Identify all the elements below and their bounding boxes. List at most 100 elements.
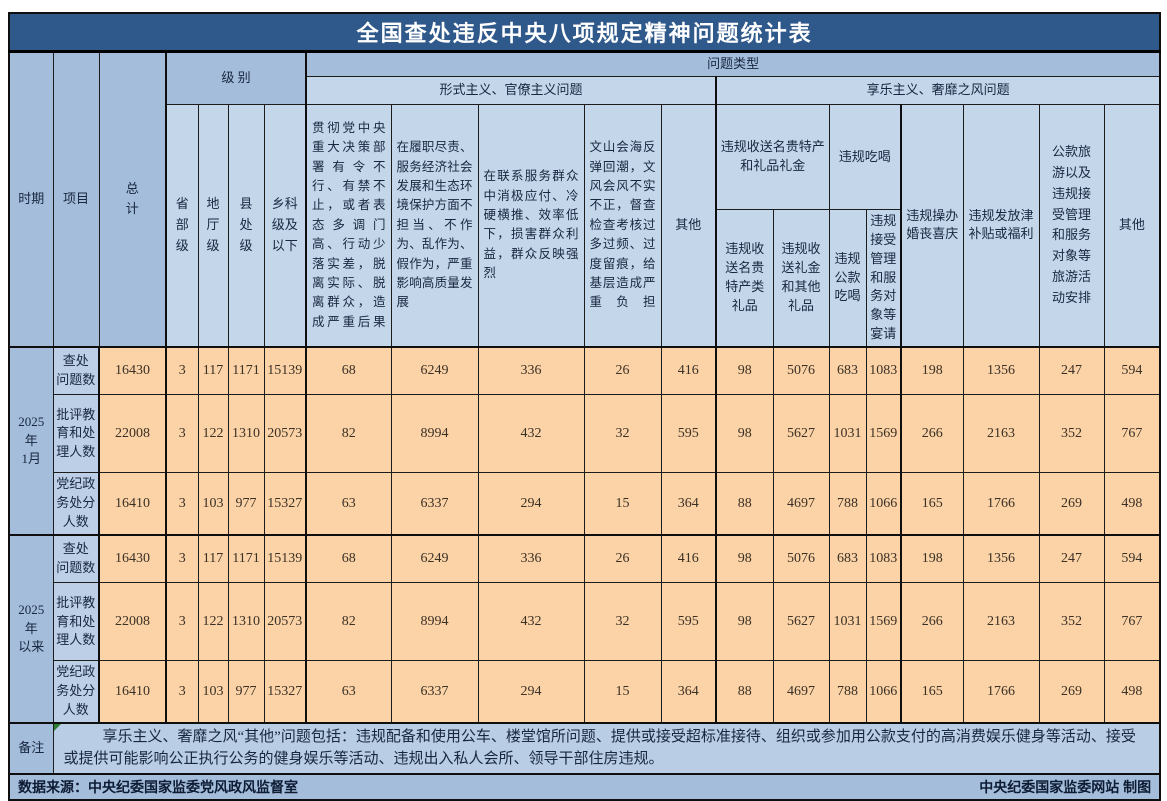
value-cell: 1569 bbox=[865, 394, 902, 474]
value-cell: 6337 bbox=[390, 660, 479, 724]
value-cell: 683 bbox=[828, 345, 867, 396]
value-cell: 165 bbox=[900, 472, 964, 536]
row-label: 批评教 育和处 理人数 bbox=[52, 582, 100, 662]
value-cell: 15327 bbox=[263, 472, 307, 536]
header-formalism-col-2: 在履职尽责、服务经济社会发展和生态环境保护方面不担当、不作为、乱作为、假作为，严… bbox=[390, 103, 479, 348]
header-level-col-province: 省部级 bbox=[165, 103, 199, 348]
level-col-label: 乡科级及以下 bbox=[271, 196, 298, 253]
value-cell: 117 bbox=[197, 345, 229, 396]
level-col-label: 省部级 bbox=[175, 196, 189, 253]
value-cell: 1083 bbox=[865, 345, 902, 396]
header-level-col-prefecture: 地厅级 bbox=[197, 103, 229, 348]
value-cell: 6249 bbox=[390, 533, 479, 584]
value-cell: 247 bbox=[1038, 533, 1105, 584]
header-level-group: 级 别 bbox=[165, 51, 307, 105]
value-cell: 122 bbox=[197, 582, 229, 662]
page-title: 全国查处违反中央八项规定精神问题统计表 bbox=[8, 12, 1161, 53]
excel-flag-triangle bbox=[54, 724, 61, 731]
period-cell: 2025年 以来 bbox=[8, 533, 54, 724]
value-cell: 165 bbox=[900, 660, 964, 724]
value-cell: 352 bbox=[1038, 394, 1105, 474]
header-hedonism-group: 享乐主义、奢靡之风问题 bbox=[715, 76, 1161, 105]
value-cell: 16410 bbox=[98, 660, 167, 724]
value-cell: 16430 bbox=[98, 345, 167, 396]
value-cell: 103 bbox=[197, 472, 229, 536]
value-cell: 1356 bbox=[962, 345, 1040, 396]
value-cell: 6249 bbox=[390, 345, 479, 396]
row-label: 查处 问题数 bbox=[52, 345, 100, 396]
value-cell: 498 bbox=[1103, 660, 1161, 724]
value-cell: 4697 bbox=[772, 472, 830, 536]
value-cell: 3 bbox=[165, 582, 199, 662]
header-formalism-col-4: 文山会海反弹回潮，文风会风不实不正，督查检查考核过多过频、过度留痕，给基层造成严… bbox=[583, 103, 662, 348]
header-gifts-col-cash: 违规收送礼金和其他礼品 bbox=[772, 208, 830, 348]
value-cell: 767 bbox=[1103, 394, 1161, 474]
value-cell: 98 bbox=[715, 582, 774, 662]
level-col-label: 地厅级 bbox=[206, 196, 220, 253]
value-cell: 198 bbox=[900, 345, 964, 396]
value-cell: 22008 bbox=[98, 582, 167, 662]
value-cell: 977 bbox=[227, 660, 265, 724]
header-item: 项目 bbox=[52, 50, 100, 348]
value-cell: 88 bbox=[715, 472, 774, 536]
value-cell: 266 bbox=[900, 582, 964, 662]
value-cell: 16410 bbox=[98, 472, 167, 536]
header-formalism-col-3: 在联系服务群众中消极应付、冷硬横推、效率低下，损害群众利益，群众反映强烈 bbox=[477, 103, 585, 348]
value-cell: 269 bbox=[1038, 472, 1105, 536]
value-cell: 88 bbox=[715, 660, 774, 724]
header-dining-group: 违规吃喝 bbox=[828, 104, 902, 210]
header-hedonism-col-other: 其他 bbox=[1103, 103, 1161, 348]
value-cell: 15327 bbox=[263, 660, 307, 724]
value-cell: 788 bbox=[828, 660, 867, 724]
value-cell: 15139 bbox=[263, 345, 307, 396]
value-cell: 22008 bbox=[98, 394, 167, 474]
value-cell: 336 bbox=[477, 533, 585, 584]
value-cell: 1031 bbox=[828, 582, 867, 662]
header-dining-col-banquets: 违规接受管理和服务对象等宴请 bbox=[865, 208, 902, 348]
value-cell: 2163 bbox=[962, 394, 1040, 474]
value-cell: 6337 bbox=[390, 472, 479, 536]
value-cell: 1766 bbox=[962, 660, 1040, 724]
value-cell: 4697 bbox=[772, 660, 830, 724]
value-cell: 20573 bbox=[263, 394, 307, 474]
header-formalism-group: 形式主义、官僚主义问题 bbox=[305, 76, 717, 105]
value-cell: 98 bbox=[715, 345, 774, 396]
value-cell: 1031 bbox=[828, 394, 867, 474]
header-hedonism-col-travel: 公款旅游以及违规接受管理和服务对象等旅游活动安排 bbox=[1038, 103, 1105, 348]
value-cell: 1356 bbox=[962, 533, 1040, 584]
header-period: 时期 bbox=[8, 50, 54, 348]
value-cell: 63 bbox=[305, 472, 392, 536]
value-cell: 98 bbox=[715, 533, 774, 584]
value-cell: 294 bbox=[477, 660, 585, 724]
header-hedonism-col-weddings: 违规操办婚丧喜庆 bbox=[900, 103, 964, 348]
value-cell: 1766 bbox=[962, 472, 1040, 536]
value-cell: 3 bbox=[165, 533, 199, 584]
header-level-col-county: 县处级 bbox=[227, 103, 265, 348]
credit: 中央纪委国家监委网站 制图 bbox=[979, 779, 1152, 796]
value-cell: 977 bbox=[227, 472, 265, 536]
value-cell: 32 bbox=[583, 394, 662, 474]
value-cell: 269 bbox=[1038, 660, 1105, 724]
remark-text: 享乐主义、奢靡之风“其他”问题包括：违规配备和使用公车、楼堂馆所问题、提供或接受… bbox=[63, 728, 1136, 767]
value-cell: 8994 bbox=[390, 582, 479, 662]
value-cell: 594 bbox=[1103, 533, 1161, 584]
header-total-label: 总计 bbox=[125, 180, 139, 217]
row-label: 党纪政 务处分 人数 bbox=[52, 472, 100, 536]
value-cell: 5627 bbox=[772, 394, 830, 474]
value-cell: 103 bbox=[197, 660, 229, 724]
value-cell: 32 bbox=[583, 582, 662, 662]
value-cell: 82 bbox=[305, 394, 392, 474]
hedonism-col-label: 公款旅游以及违规接受管理和服务对象等旅游活动安排 bbox=[1051, 144, 1091, 305]
value-cell: 247 bbox=[1038, 345, 1105, 396]
value-cell: 1066 bbox=[865, 472, 902, 536]
period-cell: 2025年 1月 bbox=[8, 345, 54, 536]
data-source: 数据来源：中央纪委国家监委党风政风监督室 bbox=[18, 779, 298, 796]
value-cell: 498 bbox=[1103, 472, 1161, 536]
statistics-table: 全国查处违反中央八项规定精神问题统计表 时期 项目 总计 级 别 问题类型 形式… bbox=[8, 12, 1162, 801]
remark-label: 备注 bbox=[8, 721, 54, 775]
value-cell: 1083 bbox=[865, 533, 902, 584]
value-cell: 594 bbox=[1103, 345, 1161, 396]
value-cell: 8994 bbox=[390, 394, 479, 474]
value-cell: 432 bbox=[477, 582, 585, 662]
level-col-label: 县处级 bbox=[239, 196, 253, 253]
